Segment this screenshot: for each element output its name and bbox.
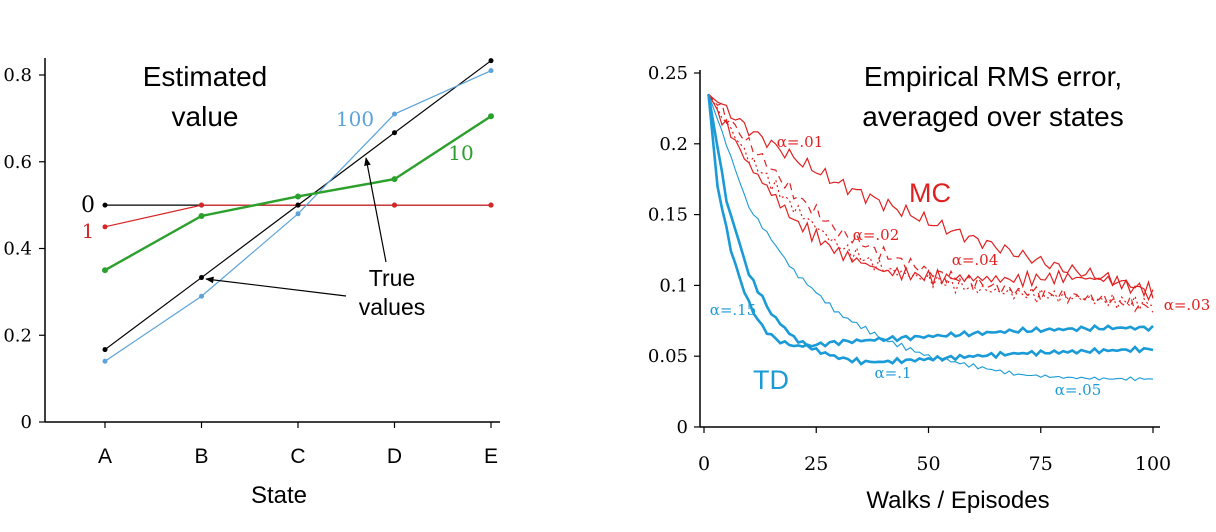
group-label-mc: MC <box>909 178 951 208</box>
x-tick-label: 75 <box>1029 453 1053 475</box>
series-label: 100 <box>336 107 374 131</box>
y-tick-label: 0.2 <box>659 134 688 155</box>
x-axis-label: Walks / Episodes <box>866 487 1049 514</box>
x-tick-label: 100 <box>1135 453 1171 475</box>
series-label: α=.03 <box>1164 296 1211 314</box>
series-line-mc <box>707 93 1154 312</box>
series-label: α=.01 <box>777 133 824 151</box>
data-point <box>102 267 108 274</box>
x-tick-label: 25 <box>804 453 828 475</box>
y-tick-label: 0 <box>677 417 688 438</box>
x-tick-label: E <box>484 445 498 468</box>
data-point <box>488 68 494 74</box>
y-tick-label: 0.25 <box>648 63 688 84</box>
data-point <box>102 347 108 353</box>
data-point <box>295 211 301 217</box>
series-label: α=.04 <box>952 251 999 269</box>
x-tick-label: B <box>194 445 208 468</box>
annotation-arrow <box>205 276 347 297</box>
data-point <box>199 202 204 208</box>
data-point <box>102 202 108 208</box>
series-line-mc <box>708 93 1154 302</box>
x-tick-label: D <box>387 445 402 468</box>
series-label: 0 <box>81 193 95 218</box>
x-axis-label: State <box>251 482 307 509</box>
series-line-td <box>707 93 1154 366</box>
y-tick-label: 0.05 <box>648 346 688 367</box>
data-point <box>102 224 108 230</box>
group-label-td: TD <box>753 365 789 395</box>
x-tick-label: 0 <box>698 453 710 475</box>
data-point <box>199 275 204 281</box>
series-line-10 <box>104 115 492 272</box>
data-point <box>488 202 494 208</box>
series-line-td <box>707 94 1154 382</box>
data-point <box>392 111 397 117</box>
series-label: α=.1 <box>874 364 911 382</box>
data-point <box>392 130 397 136</box>
y-tick-label: 0 <box>21 412 32 433</box>
series-label: α=.02 <box>853 226 900 244</box>
series-line-mc <box>707 93 1154 299</box>
x-tick-label: A <box>98 445 112 468</box>
y-tick-label: 0.15 <box>648 205 688 226</box>
series-label: 1 <box>82 219 95 243</box>
series-line-td <box>707 94 1154 348</box>
x-tick-label: C <box>290 445 305 468</box>
chart-title: Empirical RMS error, averaged over states <box>862 61 1124 132</box>
rms-error-chart: 0 0.05 0.1 0.15 0.2 0.25 0 25 50 75 100 Walks / Epi… <box>648 61 1210 514</box>
series-line-mc <box>708 93 1154 313</box>
data-point <box>295 202 301 208</box>
data-point <box>488 58 494 64</box>
y-tick-label: 0.1 <box>659 275 688 296</box>
chart-title: Estimated value <box>143 61 268 132</box>
series-label: α=.05 <box>1055 381 1102 399</box>
annotation-true-values: True values <box>359 265 425 320</box>
data-point <box>488 113 494 120</box>
x-tick-label: 50 <box>916 453 940 475</box>
data-point <box>391 176 398 183</box>
data-point <box>392 202 397 208</box>
y-tick-label: 0.8 <box>3 65 32 86</box>
y-tick-label: 0.2 <box>3 325 32 346</box>
data-point <box>102 358 108 364</box>
annotation-arrow <box>364 157 387 263</box>
y-tick-label: 0.4 <box>3 239 32 260</box>
data-point <box>295 193 301 200</box>
series-label: 10 <box>448 141 473 165</box>
data-point <box>199 293 204 299</box>
y-tick-label: 0.6 <box>3 152 32 173</box>
data-point <box>198 212 205 219</box>
series-label: α=.15 <box>710 301 757 319</box>
